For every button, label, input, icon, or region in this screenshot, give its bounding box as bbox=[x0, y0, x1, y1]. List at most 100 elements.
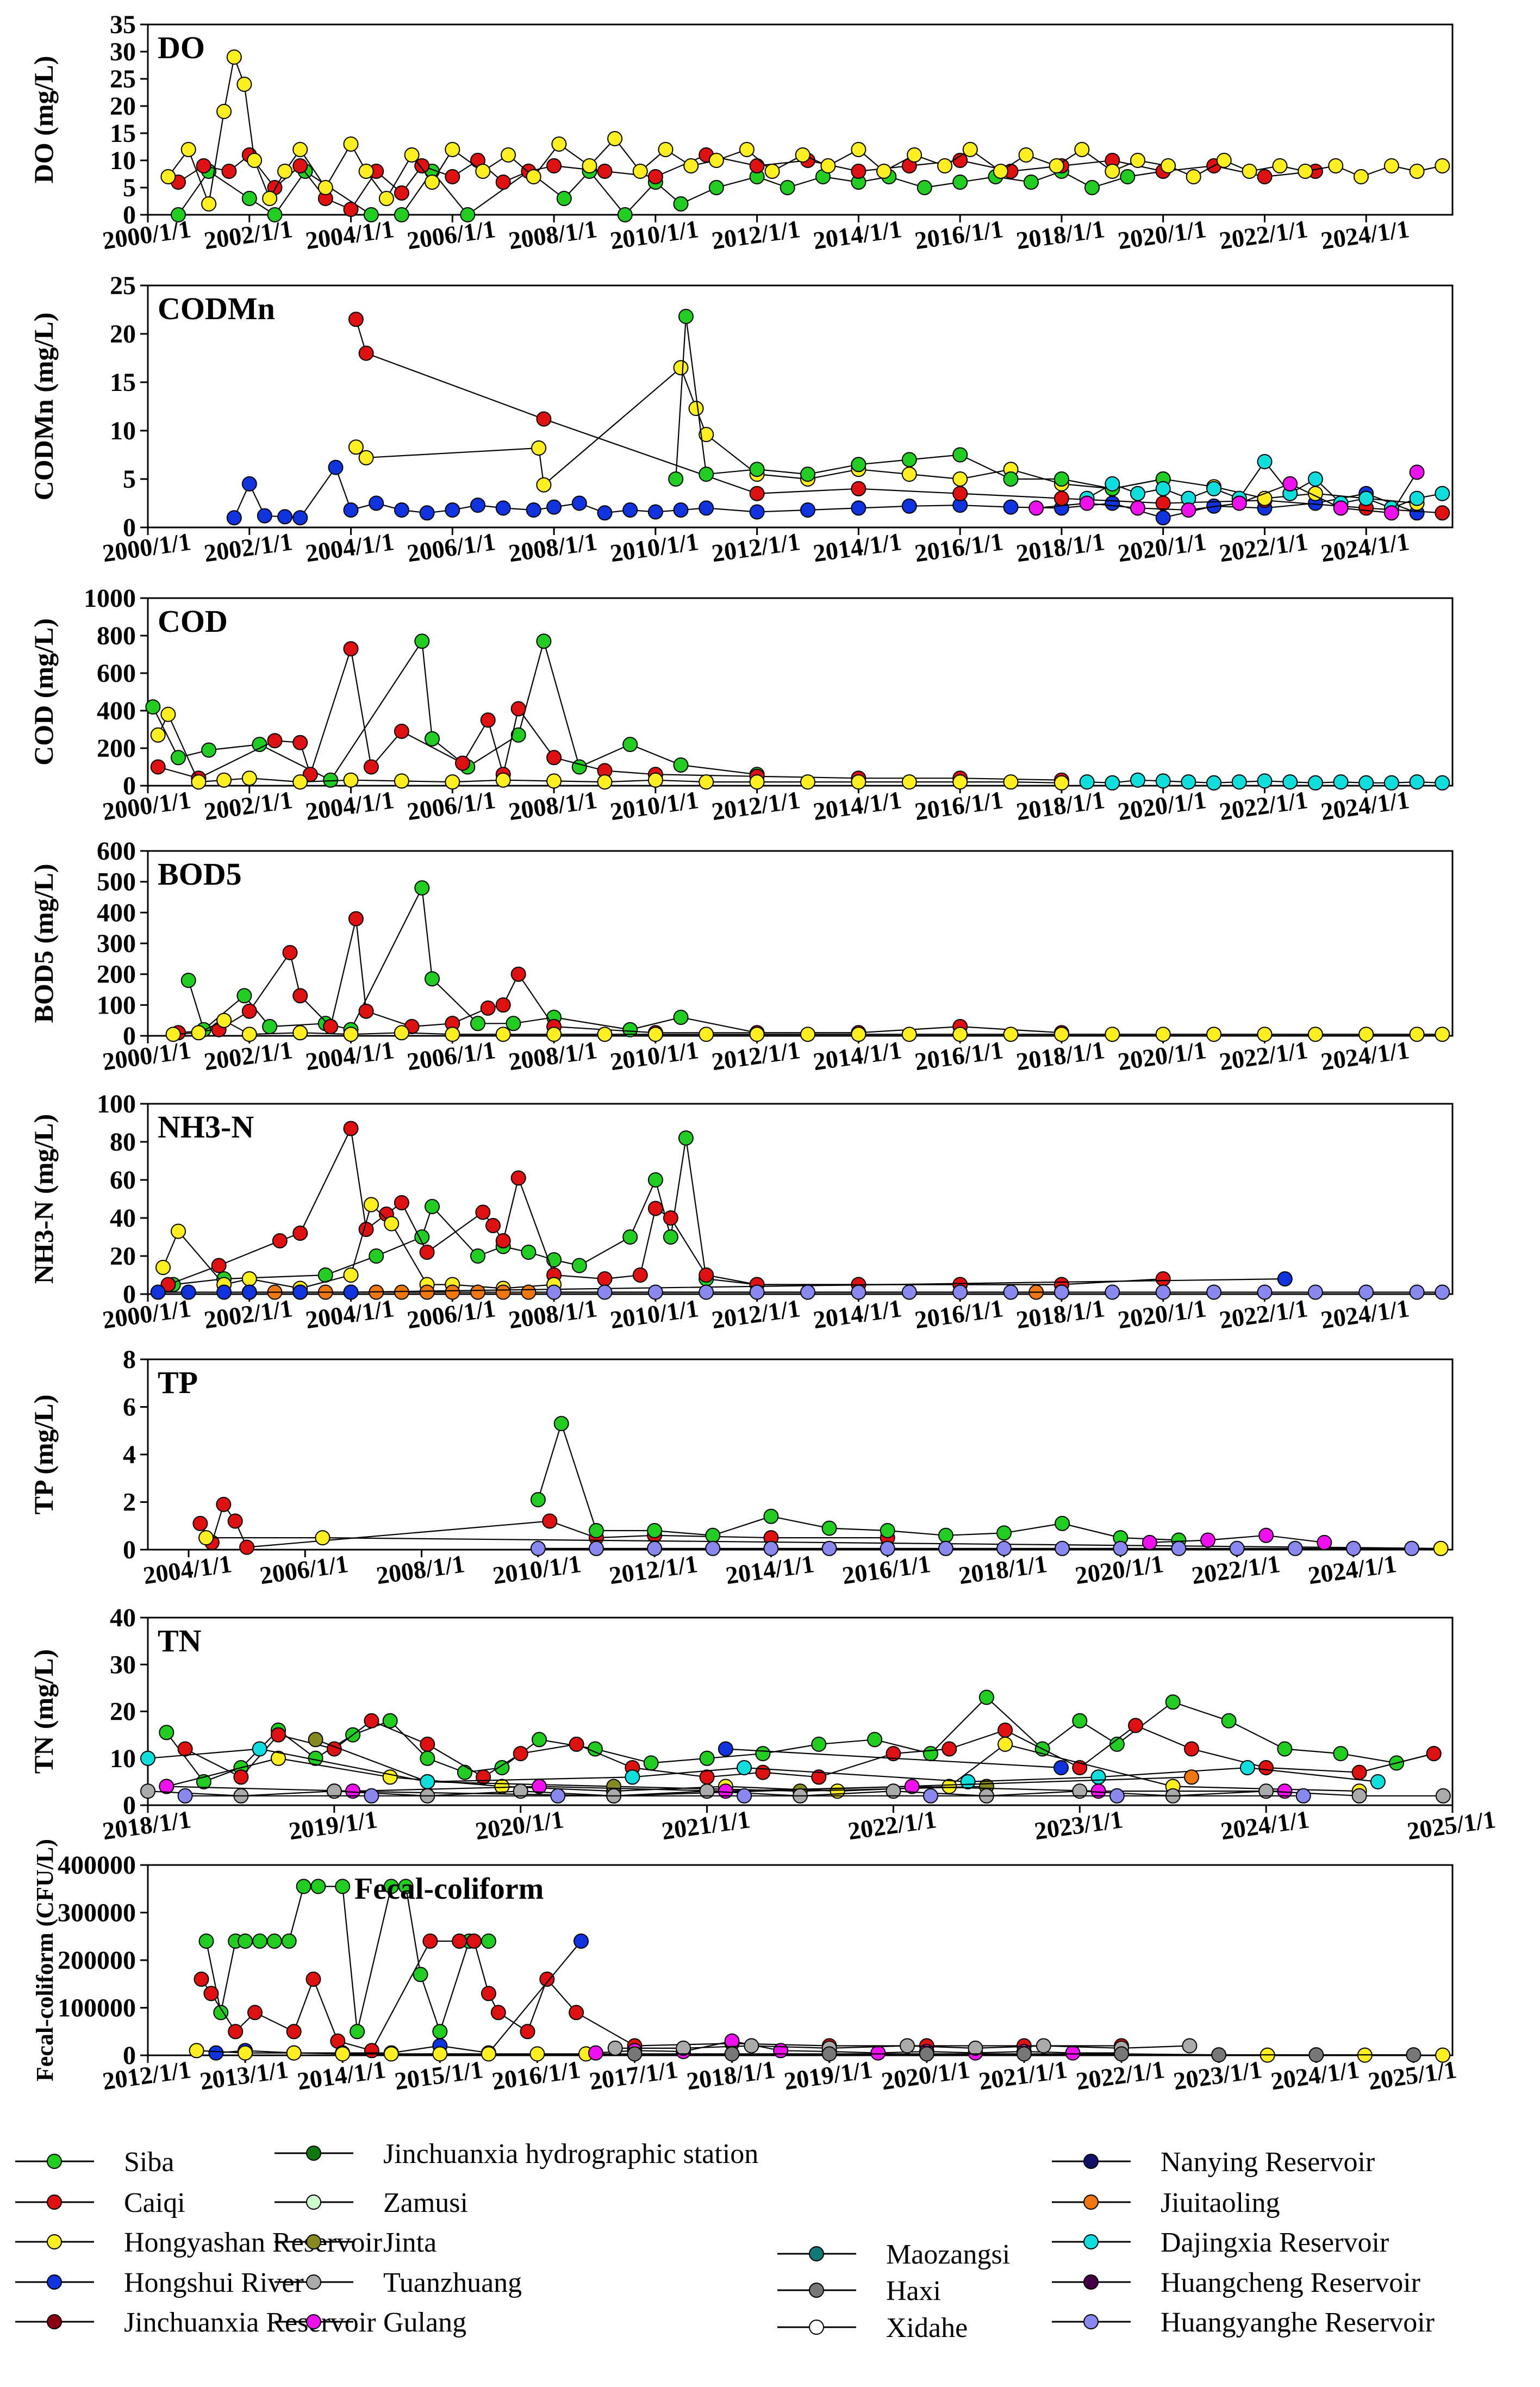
data-point bbox=[238, 2045, 253, 2061]
data-point bbox=[952, 774, 968, 790]
y-tick-label: 30 bbox=[110, 38, 136, 66]
data-point bbox=[470, 1248, 485, 1264]
y-tick-label: 10 bbox=[110, 1744, 136, 1773]
data-point bbox=[851, 1284, 866, 1300]
series-line bbox=[356, 366, 1417, 504]
data-point bbox=[241, 770, 257, 786]
data-point bbox=[445, 142, 460, 157]
data-point bbox=[501, 147, 516, 163]
data-point bbox=[198, 1530, 214, 1546]
data-point bbox=[821, 1520, 837, 1536]
x-tick-label: 2004/1/1 bbox=[304, 527, 396, 567]
y-tick-label: 400000 bbox=[58, 1851, 136, 1880]
data-point bbox=[358, 345, 374, 361]
data-point bbox=[513, 1746, 528, 1762]
data-point bbox=[668, 471, 684, 487]
data-point bbox=[364, 1713, 379, 1729]
data-point bbox=[1003, 499, 1019, 515]
data-point bbox=[180, 142, 196, 157]
data-point bbox=[919, 2046, 934, 2062]
panel-title: CODMn bbox=[158, 291, 275, 326]
y-axis-title: DO (mg/L) bbox=[28, 56, 59, 184]
data-point bbox=[1257, 1027, 1273, 1042]
x-tick-label: 2022/1/1 bbox=[846, 1805, 938, 1845]
data-point bbox=[546, 499, 562, 515]
data-point bbox=[907, 147, 922, 163]
data-point bbox=[597, 1271, 613, 1286]
series-caiqi bbox=[160, 1121, 1171, 1292]
data-point bbox=[663, 1229, 678, 1245]
y-axis-title: CODMn (mg/L) bbox=[28, 313, 59, 501]
data-point bbox=[490, 2005, 506, 2021]
y-tick-label: 0 bbox=[123, 513, 136, 542]
data-point bbox=[880, 1540, 895, 1556]
data-point bbox=[226, 510, 242, 526]
data-point bbox=[617, 207, 633, 222]
y-tick-label: 8 bbox=[123, 1345, 136, 1374]
data-point bbox=[384, 1216, 400, 1232]
data-point bbox=[1053, 1760, 1069, 1775]
data-point bbox=[1409, 164, 1425, 179]
y-axis-title: TP (mg/L) bbox=[28, 1395, 59, 1515]
data-point bbox=[1206, 1027, 1222, 1042]
y-tick-label: 1000 bbox=[84, 584, 136, 613]
y-tick-label: 200000 bbox=[58, 1946, 136, 1975]
data-point bbox=[363, 1197, 379, 1213]
data-point bbox=[546, 750, 562, 766]
series-hongyashan-reservoir bbox=[348, 360, 1425, 511]
data-point bbox=[901, 774, 917, 790]
series-line bbox=[355, 319, 1443, 514]
data-point bbox=[160, 169, 176, 184]
data-point bbox=[1065, 2045, 1081, 2061]
data-point bbox=[1130, 772, 1145, 788]
data-point bbox=[997, 1723, 1013, 1738]
data-point bbox=[425, 175, 440, 190]
data-point bbox=[1105, 495, 1120, 511]
data-point bbox=[1333, 500, 1349, 516]
data-point bbox=[271, 1727, 286, 1743]
data-point bbox=[749, 504, 765, 520]
data-point bbox=[1409, 464, 1425, 480]
data-point bbox=[708, 153, 724, 168]
y-tick-label: 10 bbox=[110, 417, 136, 445]
series-line bbox=[162, 1203, 554, 1289]
data-point bbox=[952, 447, 968, 463]
data-point bbox=[252, 1741, 267, 1757]
series-hongshui-river bbox=[150, 1271, 1293, 1300]
data-point bbox=[526, 502, 541, 518]
data-point bbox=[1242, 164, 1257, 179]
data-point bbox=[539, 1972, 555, 1987]
data-point bbox=[851, 1027, 866, 1042]
data-point bbox=[1206, 481, 1222, 496]
data-point bbox=[851, 500, 866, 516]
legend-item-maozangsi: Maozangsi bbox=[777, 2239, 1010, 2270]
data-point bbox=[233, 1769, 249, 1785]
data-point bbox=[851, 481, 866, 496]
data-point bbox=[1055, 1540, 1070, 1556]
data-point bbox=[1287, 1540, 1303, 1556]
legend-item-huangyanghe-reservoir: Huangyanghe Reservoir bbox=[1052, 2307, 1435, 2338]
data-point bbox=[1345, 1540, 1361, 1556]
data-point bbox=[571, 1258, 587, 1273]
x-tick-label: 2023/1/1 bbox=[1033, 1805, 1125, 1845]
data-point bbox=[597, 1027, 613, 1042]
data-point bbox=[180, 1284, 196, 1300]
legend-item-hongshui-river: Hongshui River bbox=[15, 2267, 304, 2298]
data-point bbox=[194, 1972, 209, 1987]
data-point bbox=[292, 735, 308, 750]
data-point bbox=[1229, 1540, 1245, 1556]
data-point bbox=[394, 502, 409, 518]
y-tick-label: 600 bbox=[97, 837, 136, 866]
data-point bbox=[1282, 476, 1298, 492]
data-point bbox=[673, 360, 689, 376]
legend-label: Hongshui River bbox=[124, 2267, 304, 2298]
data-point bbox=[763, 1540, 779, 1556]
data-point bbox=[521, 1284, 537, 1300]
data-point bbox=[532, 1732, 547, 1748]
legend-item-siba: Siba bbox=[15, 2147, 174, 2178]
data-point bbox=[476, 1769, 491, 1785]
data-point bbox=[705, 1527, 721, 1543]
series-dajingxia-reservoir bbox=[140, 1741, 1386, 1789]
data-point bbox=[800, 1027, 815, 1042]
x-tick-label: 2010/1/1 bbox=[608, 527, 700, 567]
